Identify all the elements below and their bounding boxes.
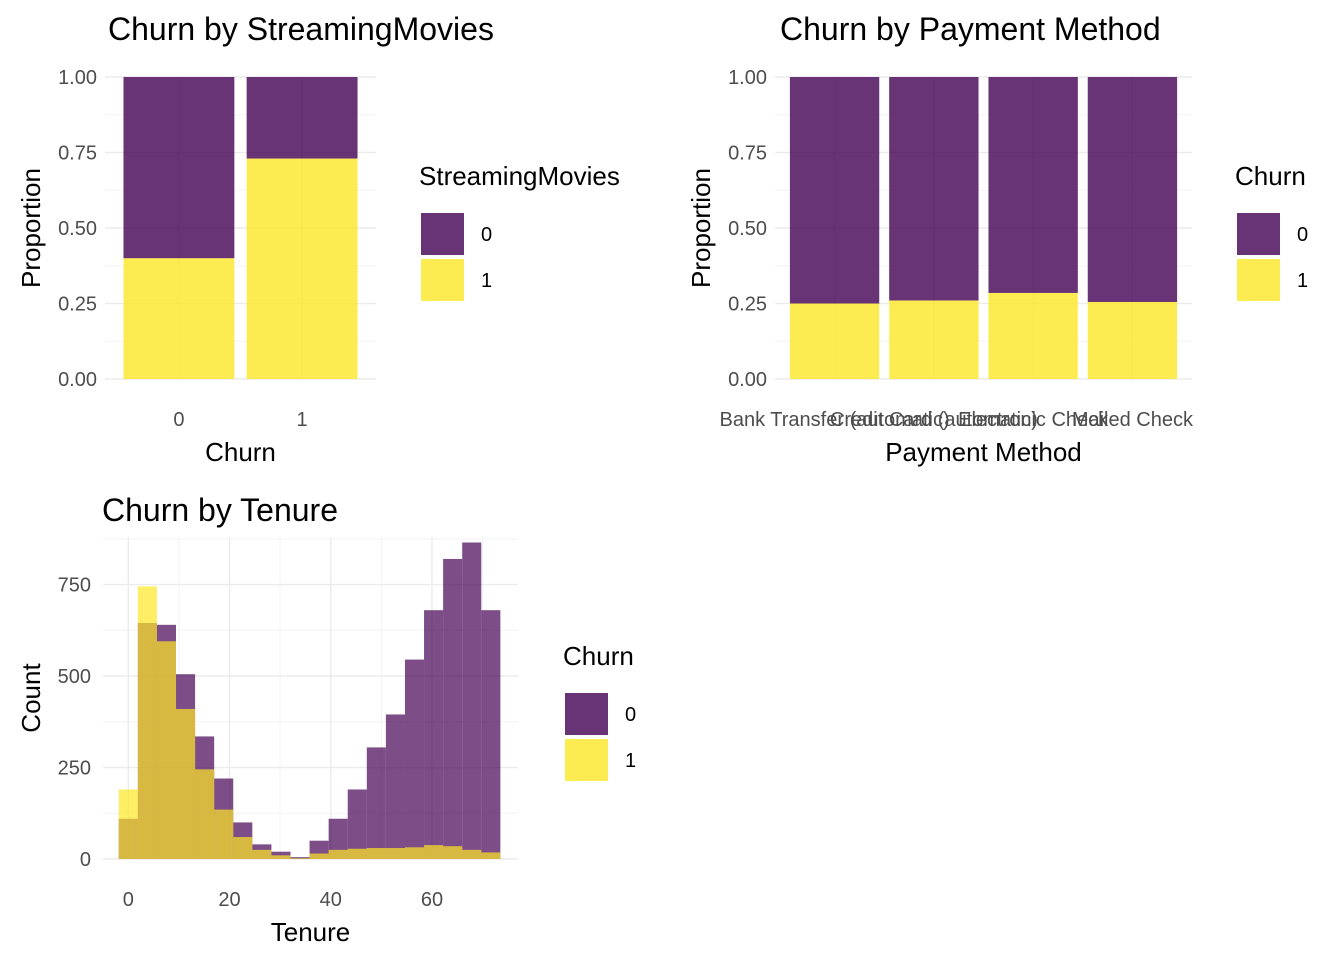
histogram-bar-churn-0 xyxy=(462,542,482,859)
legend-label-1: 1 xyxy=(1297,270,1308,292)
x-tick-label: 20 xyxy=(218,889,240,911)
histogram-bar-churn-1 xyxy=(309,853,329,859)
chart-title: Churn by Payment Method xyxy=(780,11,1161,47)
panel-churn-by-tenure: 0 250 500 750 0 20 40 60 Churn by Tenure Tenure Co… xyxy=(16,492,636,947)
bar-segment-churn-0 xyxy=(889,77,979,301)
histogram-bar-churn-1 xyxy=(271,855,291,859)
y-tick-label: 0.50 xyxy=(728,218,767,240)
x-tick-label: 60 xyxy=(421,889,443,911)
histogram-bar-churn-1 xyxy=(443,846,463,859)
chart-title: Churn by StreamingMovies xyxy=(108,11,494,47)
legend-label-1: 1 xyxy=(481,270,492,292)
legend-key-1 xyxy=(1237,259,1280,301)
histogram-bar-churn-0 xyxy=(366,747,386,859)
histogram-bar-churn-1 xyxy=(404,847,425,859)
histogram-bar-churn-0 xyxy=(328,818,348,859)
y-tick-label: 0.75 xyxy=(58,143,97,165)
x-tick-label: Bank Transfer (automatic) xyxy=(720,409,950,431)
bar-segment-churn-0 xyxy=(246,77,358,159)
y-tick-label: 0.00 xyxy=(58,369,97,391)
y-tick-label: 1.00 xyxy=(728,67,767,89)
x-tick-label: 0 xyxy=(173,409,184,431)
legend-key-0 xyxy=(565,693,608,735)
legend-key-1 xyxy=(421,259,464,301)
legend-key-1 xyxy=(565,739,608,781)
histogram-bar-churn-1 xyxy=(290,858,310,859)
legend-title: Churn xyxy=(563,641,634,671)
x-axis-title: Churn xyxy=(205,437,276,467)
bar-segment-churn-0 xyxy=(789,77,880,304)
panel-churn-by-streamingmovies: 0.00 0.25 0.50 0.75 1.00 0 1 Churn by Streaming… xyxy=(16,11,620,467)
legend: Churn 0 1 xyxy=(1235,161,1308,301)
x-axis-title: Tenure xyxy=(271,917,351,947)
histogram-bar-churn-0 xyxy=(443,558,463,859)
histogram-bar-churn-1 xyxy=(347,848,367,859)
histogram-bar-churn-1 xyxy=(233,837,253,859)
histogram-bar-churn-0 xyxy=(290,857,310,859)
histogram-bar-churn-1 xyxy=(156,641,177,859)
histogram-bar-churn-1 xyxy=(462,849,482,859)
y-tick-label: 0 xyxy=(80,849,91,871)
bar-segment-churn-1 xyxy=(789,303,880,379)
bar-segment-churn-0 xyxy=(1087,77,1178,302)
y-tick-label: 0.00 xyxy=(728,369,767,391)
x-tick-label: 40 xyxy=(320,889,342,911)
legend-label-1: 1 xyxy=(625,750,636,772)
x-tick-label: 0 xyxy=(123,889,134,911)
y-axis-title: Proportion xyxy=(686,168,716,288)
y-tick-label: 250 xyxy=(58,758,91,780)
y-axis-title: Proportion xyxy=(16,168,46,288)
histogram-bar-churn-1 xyxy=(195,769,215,859)
bar-segment-churn-1 xyxy=(889,300,979,379)
y-tick-label: 0.25 xyxy=(728,294,767,316)
legend-title: Churn xyxy=(1235,161,1306,191)
histogram-bar-churn-0 xyxy=(404,659,425,859)
histogram-bar-churn-1 xyxy=(176,708,196,859)
bar-segment-churn-1 xyxy=(988,292,1078,379)
histogram-bar-churn-1 xyxy=(328,849,348,859)
legend-key-0 xyxy=(421,213,464,255)
histogram-bar-churn-1 xyxy=(481,852,501,859)
y-tick-label: 1.00 xyxy=(58,67,97,89)
x-tick-label: Credit Card (automatic) xyxy=(830,409,1038,431)
bar-segment-churn-1 xyxy=(123,258,235,379)
chart-title: Churn by Tenure xyxy=(102,492,338,528)
x-tick-label: Electronic Check xyxy=(958,409,1109,431)
y-tick-label: 0.25 xyxy=(58,294,97,316)
panel-churn-by-payment-method: 0.00 0.25 0.50 0.75 1.00 Bank Transfer (autom… xyxy=(686,11,1308,467)
legend-label-0: 0 xyxy=(1297,224,1308,246)
bar-segment-churn-1 xyxy=(246,158,358,379)
bar-segment-churn-1 xyxy=(1087,301,1178,379)
legend-title: StreamingMovies xyxy=(419,161,620,191)
legend-label-0: 0 xyxy=(481,224,492,246)
legend-label-0: 0 xyxy=(625,704,636,726)
histogram-bar-churn-1 xyxy=(214,809,234,859)
legend: Churn 0 1 xyxy=(563,641,636,781)
bar-segment-churn-0 xyxy=(988,77,1078,293)
x-tick-label: Mailed Check xyxy=(1072,409,1194,431)
histogram-bar-churn-1 xyxy=(385,848,405,859)
y-tick-label: 500 xyxy=(58,666,91,688)
bar-segment-churn-0 xyxy=(123,77,235,259)
histogram-bar-churn-1 xyxy=(424,845,444,859)
histogram-bar-churn-1 xyxy=(252,849,272,859)
legend-key-0 xyxy=(1237,213,1280,255)
y-tick-label: 0.50 xyxy=(58,218,97,240)
histogram-bar-churn-1 xyxy=(366,848,386,859)
histogram-bar-churn-0 xyxy=(424,610,444,859)
y-tick-label: 0.75 xyxy=(728,143,767,165)
histogram-bar-churn-0 xyxy=(385,714,405,859)
x-axis-title: Payment Method xyxy=(885,437,1082,467)
x-tick-label: 1 xyxy=(297,409,308,431)
y-tick-label: 750 xyxy=(58,575,91,597)
histogram-bar-churn-0 xyxy=(347,789,367,859)
histogram-bar-churn-0 xyxy=(481,610,501,859)
histogram-bar-churn-1 xyxy=(118,789,138,859)
histogram-bar-churn-1 xyxy=(137,586,157,859)
y-axis-title: Count xyxy=(16,663,46,733)
legend: StreamingMovies 0 1 xyxy=(419,161,620,301)
